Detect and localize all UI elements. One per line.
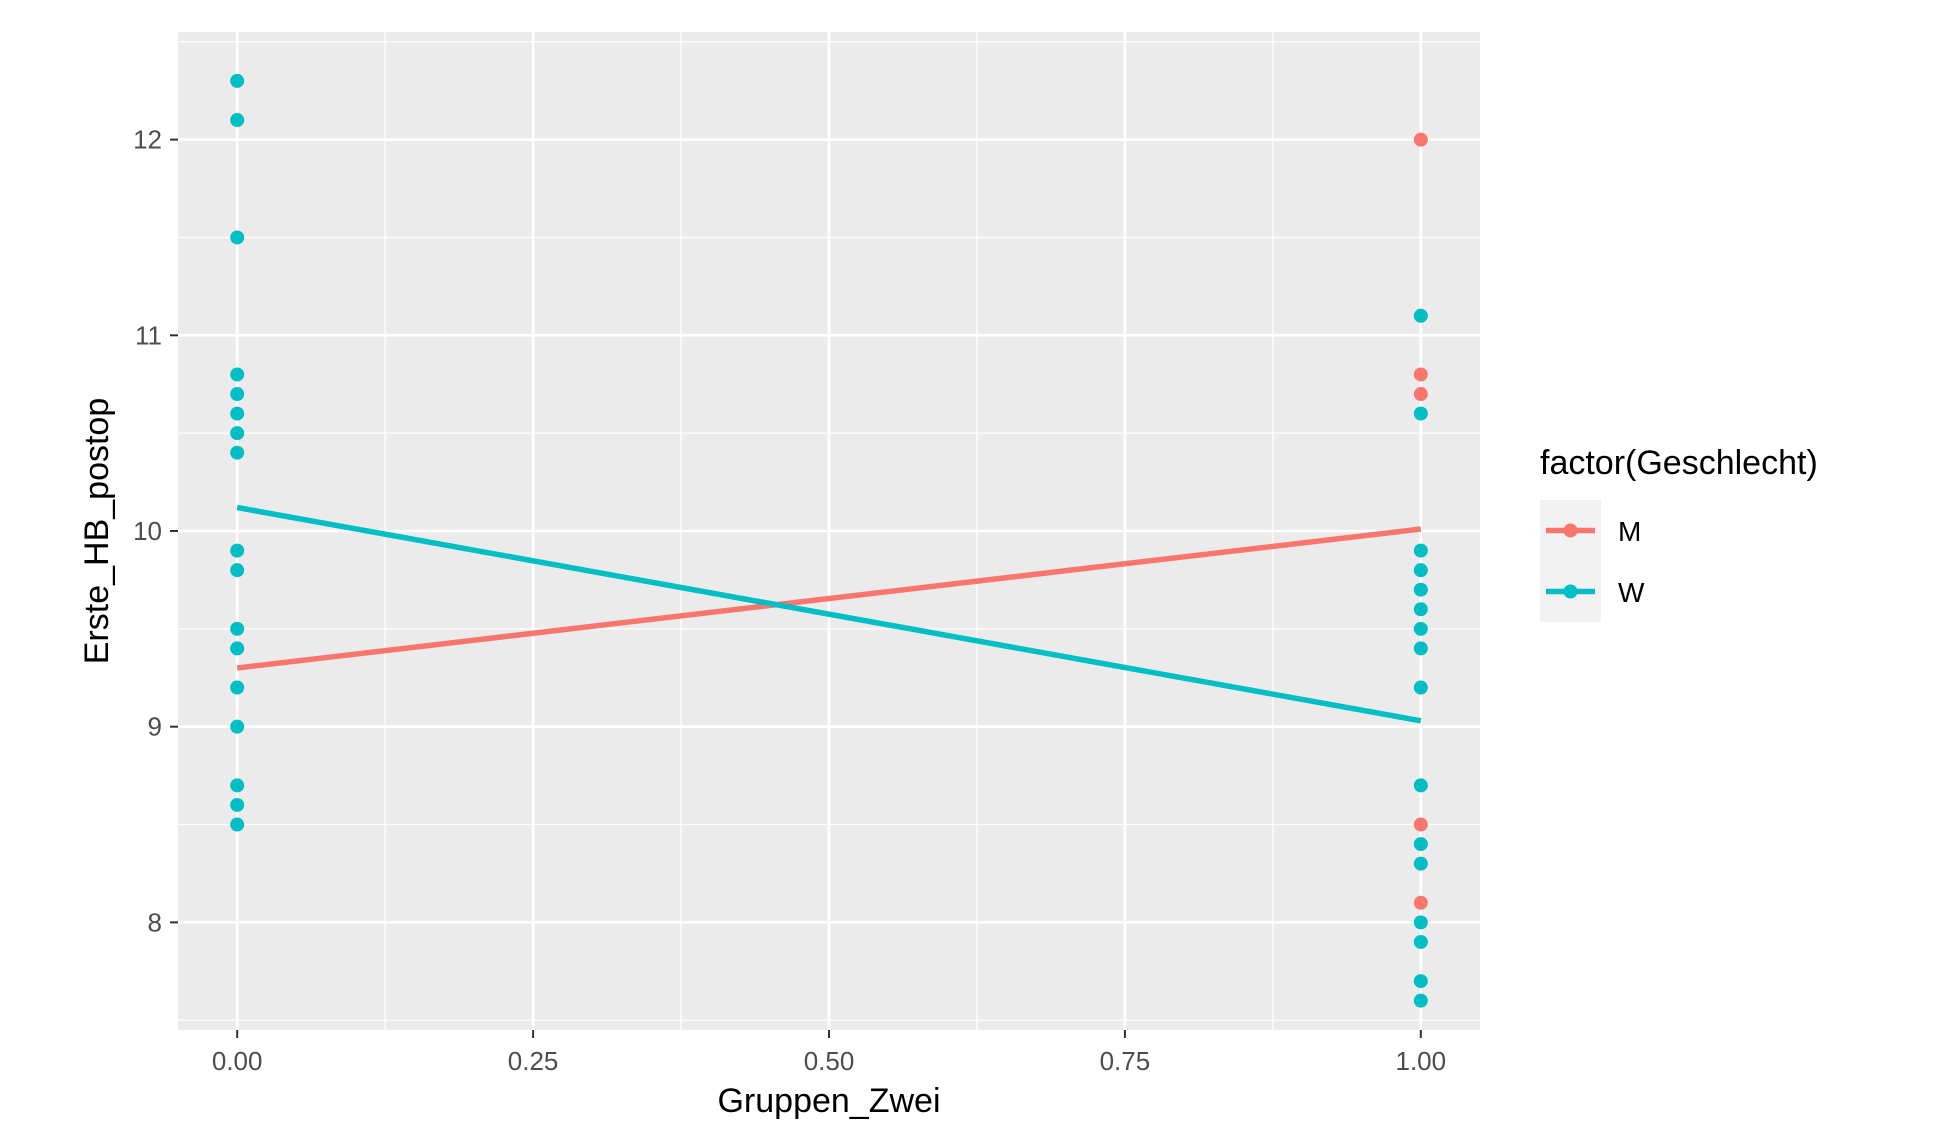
data-point-w <box>1413 680 1428 695</box>
data-point-w <box>230 230 245 245</box>
data-point-w <box>1413 543 1428 558</box>
x-tick-label: 0.25 <box>508 1046 559 1076</box>
data-point-w <box>230 367 245 382</box>
data-point-m <box>1413 817 1428 832</box>
data-point-w <box>1413 563 1428 578</box>
x-tick-label: 0.00 <box>212 1046 263 1076</box>
data-point-w <box>1413 837 1428 852</box>
legend-label-m: M <box>1618 516 1641 547</box>
data-point-w <box>230 680 245 695</box>
data-point-w <box>230 797 245 812</box>
y-tick-label: 12 <box>133 125 162 155</box>
legend-key-point <box>1563 523 1578 538</box>
data-point-w <box>1413 621 1428 636</box>
data-point-w <box>230 543 245 558</box>
data-point-w <box>1413 778 1428 793</box>
y-axis: 8 9 10 11 12 <box>133 125 178 937</box>
y-axis-title: Erste_HB_postop <box>78 398 116 665</box>
legend-key-point <box>1563 584 1578 599</box>
data-point-w <box>1413 406 1428 421</box>
x-axis-title: Gruppen_Zwei <box>717 1082 940 1120</box>
data-points <box>230 73 1428 1008</box>
fit-line-m <box>236 526 1422 671</box>
data-point-w <box>1413 308 1428 323</box>
x-tick-label: 1.00 <box>1396 1046 1447 1076</box>
data-point-w <box>1413 993 1428 1008</box>
data-point-w <box>1413 934 1428 949</box>
x-axis: 0.00 0.25 0.50 0.75 1.00 <box>212 1030 1446 1076</box>
data-point-m <box>1413 387 1428 402</box>
data-point-m <box>1413 895 1428 910</box>
data-point-w <box>1413 974 1428 989</box>
data-point-w <box>230 719 245 734</box>
data-point-m <box>1413 367 1428 382</box>
legend: factor(Geschlecht) MW <box>1540 444 1818 622</box>
data-point-w <box>230 563 245 578</box>
legend-title: factor(Geschlecht) <box>1540 444 1818 482</box>
data-point-w <box>230 445 245 460</box>
data-point-w <box>230 641 245 656</box>
data-point-w <box>230 778 245 793</box>
data-point-w <box>1413 915 1428 930</box>
data-point-w <box>230 113 245 128</box>
x-tick-label: 0.75 <box>1100 1046 1151 1076</box>
x-tick-label: 0.50 <box>804 1046 855 1076</box>
legend-label-w: W <box>1618 577 1645 608</box>
data-point-w <box>230 387 245 402</box>
data-point-w <box>230 817 245 832</box>
data-point-w <box>230 73 245 88</box>
data-point-w <box>1413 602 1428 617</box>
y-tick-label: 10 <box>133 516 162 546</box>
data-point-w <box>230 406 245 421</box>
fit-line-w <box>236 504 1422 724</box>
data-point-w <box>1413 582 1428 597</box>
y-tick-label: 11 <box>135 320 162 350</box>
data-point-w <box>230 426 245 441</box>
y-tick-label: 9 <box>148 712 162 742</box>
data-point-w <box>1413 856 1428 871</box>
data-point-w <box>230 621 245 636</box>
fit-lines <box>236 504 1422 724</box>
data-point-w <box>1413 641 1428 656</box>
y-tick-label: 8 <box>148 907 162 937</box>
data-point-m <box>1413 132 1428 147</box>
